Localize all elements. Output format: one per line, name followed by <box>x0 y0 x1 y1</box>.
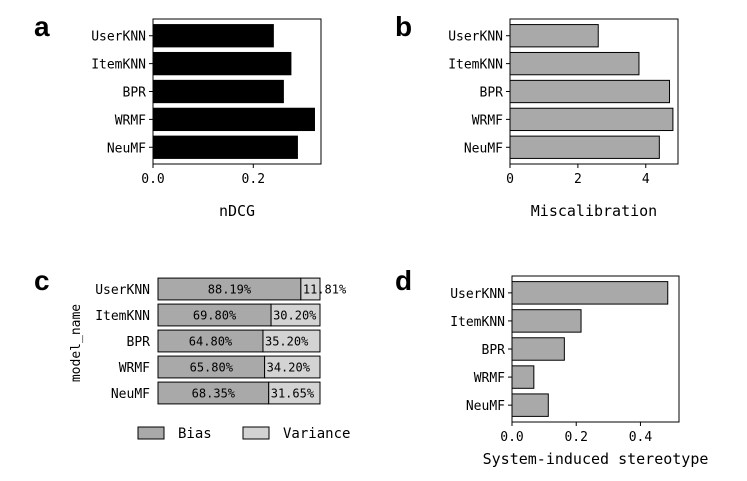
x-tick-label: 0.0 <box>141 172 164 187</box>
y-tick-label: ItemKNN <box>91 58 146 73</box>
panel-letter: a <box>34 11 50 42</box>
y-tick-label: UserKNN <box>450 287 505 302</box>
data-label: 69.80% <box>193 309 237 323</box>
y-tick-label: ItemKNN <box>95 309 150 324</box>
data-label: 30.20% <box>273 309 317 323</box>
bar-segment-variance <box>264 355 321 379</box>
y-tick-label: WRMF <box>115 113 146 128</box>
bar <box>152 51 292 76</box>
bar <box>509 135 660 159</box>
y-tick-label: BPR <box>482 343 506 358</box>
x-axis-label: nDCG <box>219 202 255 220</box>
legend-label: Bias <box>178 426 212 442</box>
data-label: 68.35% <box>192 387 236 401</box>
x-tick-label: 2 <box>574 172 582 187</box>
data-label: 31.65% <box>271 387 315 401</box>
bar-segment-variance <box>262 329 321 353</box>
legend-label: Variance <box>283 426 350 442</box>
y-tick-label: BPR <box>127 335 151 350</box>
bar <box>509 24 599 48</box>
panel-letter: d <box>395 265 412 296</box>
bar-segment-variance <box>268 381 321 405</box>
y-tick-label: NeuMF <box>464 141 503 156</box>
y-tick-label: BPR <box>123 86 147 101</box>
x-tick-label: 0.2 <box>242 172 265 187</box>
bar <box>511 281 669 305</box>
data-label: 65.80% <box>190 361 234 375</box>
panel-letter: b <box>395 11 412 42</box>
x-axis-label: Miscalibration <box>531 202 657 220</box>
bar <box>511 337 565 361</box>
bar <box>511 393 549 417</box>
bar-segment-variance <box>270 303 321 327</box>
y-tick-label: NeuMF <box>111 387 150 402</box>
y-tick-label: UserKNN <box>95 283 150 298</box>
y-tick-label: BPR <box>480 86 504 101</box>
legend-swatch-bias <box>137 426 165 440</box>
y-tick-label: WRMF <box>472 113 503 128</box>
y-axis-label: model_name <box>69 304 84 382</box>
legend-swatch-variance <box>242 426 270 440</box>
data-label: 11.81% <box>303 283 347 297</box>
bar <box>152 79 284 104</box>
x-tick-label: 0 <box>506 172 514 187</box>
data-label: 35.20% <box>265 335 309 349</box>
data-label: 88.19% <box>208 283 252 297</box>
y-tick-label: ItemKNN <box>448 58 503 73</box>
data-label: 34.20% <box>267 361 311 375</box>
y-tick-label: WRMF <box>474 371 505 386</box>
bar <box>509 107 674 132</box>
y-tick-label: ItemKNN <box>450 315 505 330</box>
bar-segment-variance <box>300 277 321 301</box>
bar <box>152 107 315 132</box>
bar <box>511 309 582 333</box>
bar <box>152 135 298 159</box>
x-tick-label: 0.4 <box>629 430 653 445</box>
y-tick-label: UserKNN <box>448 30 503 45</box>
bar <box>509 79 671 104</box>
y-tick-label: WRMF <box>119 361 150 376</box>
x-tick-label: 0.0 <box>500 430 523 445</box>
panel-letter: c <box>34 265 50 296</box>
x-axis-label: System-induced stereotype <box>483 450 709 468</box>
data-label: 64.80% <box>189 335 233 349</box>
y-tick-label: NeuMF <box>107 141 146 156</box>
y-tick-label: UserKNN <box>91 30 146 45</box>
bar <box>511 365 535 389</box>
y-tick-label: NeuMF <box>466 399 505 414</box>
bar <box>152 24 274 48</box>
x-tick-label: 4 <box>642 172 650 187</box>
x-tick-label: 0.2 <box>564 430 587 445</box>
bar <box>509 51 640 76</box>
